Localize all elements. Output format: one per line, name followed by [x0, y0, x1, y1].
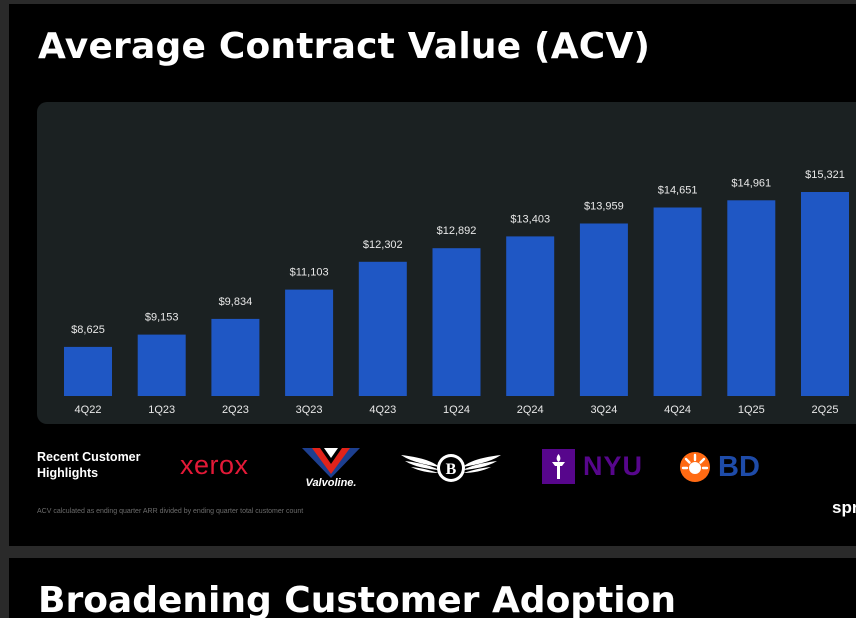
bentley-logo: B — [399, 447, 503, 487]
nyu-wordmark: NYU — [583, 450, 644, 481]
x-tick-3Q24: 3Q24 — [590, 404, 617, 416]
bar-1Q25 — [727, 200, 776, 396]
bar-1Q24 — [432, 248, 481, 396]
value-label-3Q24: $13,959 — [584, 201, 624, 213]
value-label-4Q22: $8,625 — [71, 324, 105, 336]
bar-1Q23 — [137, 334, 186, 396]
value-label-2Q25: $15,321 — [805, 169, 845, 181]
acv-footnote: ACV calculated as ending quarter ARR div… — [37, 508, 304, 515]
value-label-1Q24: $12,892 — [437, 225, 477, 237]
x-tick-1Q24: 1Q24 — [443, 404, 470, 416]
value-label-4Q24: $14,651 — [658, 185, 698, 197]
xerox-logo: xerox — [180, 450, 249, 480]
value-label-1Q23: $9,153 — [145, 312, 179, 324]
nyu-torch-icon — [542, 448, 575, 484]
bar-3Q23 — [285, 289, 334, 396]
x-tick-4Q23: 4Q23 — [369, 404, 396, 416]
next-slide-preview: Broadening Customer Adoption — [9, 558, 856, 618]
slide-title: Average Contract Value (ACV) — [38, 26, 651, 67]
x-tick-4Q24: 4Q24 — [664, 404, 691, 416]
bar-2Q23 — [211, 318, 260, 396]
chart-panel: $8,625 4Q22 $9,153 1Q23 $9,834 2Q23 $11,103 3Q2… — [37, 102, 856, 424]
bar-4Q24 — [653, 207, 702, 396]
x-tick-4Q22: 4Q22 — [75, 404, 102, 416]
x-tick-1Q23: 1Q23 — [148, 404, 175, 416]
brand-wordmark-partial: spr — [832, 498, 856, 517]
valvoline-wordmark: Valvoline. — [305, 477, 357, 489]
x-tick-2Q25: 2Q25 — [812, 404, 839, 416]
valvoline-logo: Valvoline. — [300, 446, 362, 492]
bd-logo: BD — [679, 450, 760, 484]
recent-customer-highlights-label: Recent Customer Highlights — [37, 450, 141, 480]
nyu-logo: NYU — [542, 448, 643, 484]
bentley-letter: B — [446, 461, 457, 478]
valvoline-v-icon — [302, 448, 360, 478]
bar-4Q22 — [64, 346, 112, 396]
bar-2Q24 — [506, 236, 555, 396]
value-label-2Q23: $9,834 — [219, 296, 253, 308]
value-label-3Q23: $11,103 — [290, 267, 329, 279]
next-slide-title: Broadening Customer Adoption — [38, 580, 676, 618]
x-tick-2Q24: 2Q24 — [517, 404, 544, 416]
acv-bar-chart: $8,625 4Q22 $9,153 1Q23 $9,834 2Q23 $11,103 3Q2… — [64, 169, 849, 416]
bentley-wings-icon: B — [401, 454, 501, 482]
bd-wordmark: BD — [718, 450, 760, 483]
bar-4Q23 — [358, 261, 407, 396]
value-label-2Q24: $13,403 — [510, 213, 550, 225]
bar-2Q25 — [801, 192, 849, 396]
x-tick-2Q23: 2Q23 — [222, 404, 249, 416]
value-label-1Q25: $14,961 — [731, 177, 771, 189]
bd-sunburst-icon — [680, 452, 710, 482]
acv-slide: Average Contract Value (ACV) $8,625 4Q22 $… — [9, 4, 856, 546]
x-tick-3Q23: 3Q23 — [296, 404, 323, 416]
value-label-4Q23: $12,302 — [363, 239, 403, 251]
x-tick-1Q25: 1Q25 — [738, 404, 765, 416]
bar-3Q24 — [579, 223, 628, 396]
